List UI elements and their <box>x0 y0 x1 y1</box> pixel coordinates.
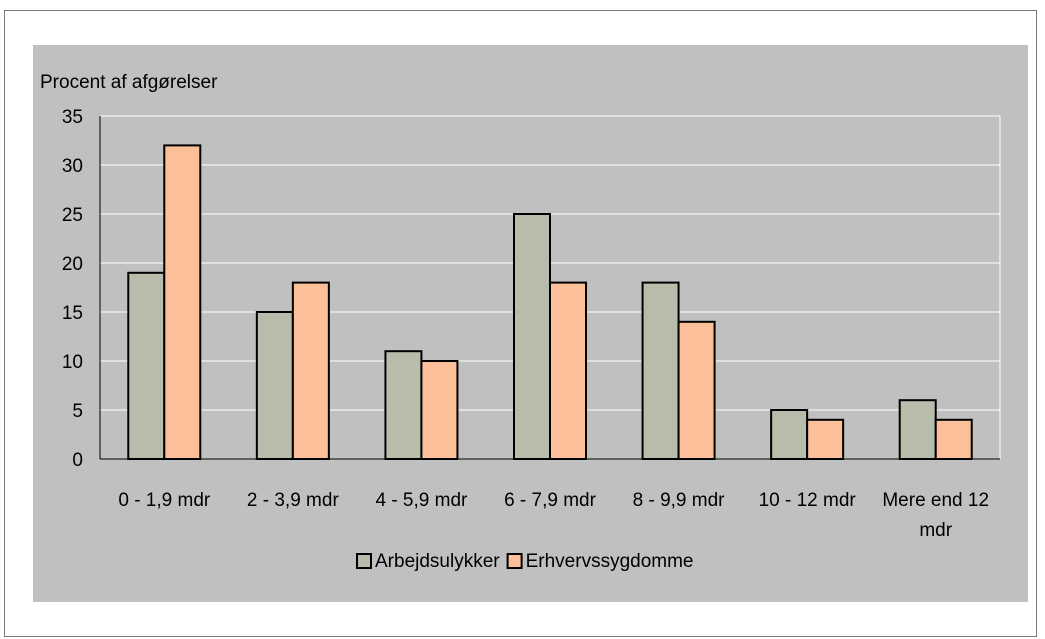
bar-erhvervssygdomme <box>420 360 459 460</box>
y-tick-label: 15 <box>62 303 83 324</box>
legend-label: Arbejdsulykker <box>375 551 500 572</box>
y-tick-label: 20 <box>62 254 83 275</box>
y-tick-label: 30 <box>62 156 83 177</box>
bar-arbejdsulykker <box>898 399 937 461</box>
bar-arbejdsulykker <box>770 409 809 460</box>
bar-arbejdsulykker <box>255 311 294 460</box>
bar-erhvervssygdomme <box>291 281 330 460</box>
bar-erhvervssygdomme <box>806 418 845 460</box>
legend-swatch <box>356 553 372 569</box>
y-tick-label: 25 <box>62 205 83 226</box>
y-axis-label: Procent af afgørelser <box>40 72 218 93</box>
x-tick-label: Mere end 12 mdr <box>882 490 989 541</box>
bar-arbejdsulykker <box>127 271 166 460</box>
y-tick-label: 5 <box>72 401 83 422</box>
y-tick-labels: 0 5 10 15 20 25 30 35 <box>62 107 83 471</box>
bar-arbejdsulykker <box>641 281 680 460</box>
x-tick-label: 2 - 3,9 mdr <box>247 490 340 511</box>
legend-label: Erhvervssygdomme <box>526 551 694 572</box>
bar-arbejdsulykker <box>384 350 423 461</box>
bar-erhvervssygdomme <box>677 320 716 460</box>
y-tick-label: 10 <box>62 352 83 373</box>
x-tick-label: 10 - 12 mdr <box>759 490 857 511</box>
bar-erhvervssygdomme <box>934 418 973 460</box>
bar-arbejdsulykker <box>513 213 551 460</box>
y-tick-label: 35 <box>62 107 83 128</box>
bars <box>127 144 973 461</box>
bar-erhvervssygdomme <box>549 281 587 460</box>
x-tick-label: 6 - 7,9 mdr <box>504 490 597 511</box>
x-tick-label: 8 - 9,9 mdr <box>633 490 726 511</box>
legend: Arbejdsulykker Erhvervssygdomme <box>356 551 694 572</box>
bar-erhvervssygdomme <box>163 144 202 460</box>
x-tick-label: 0 - 1,9 mdr <box>118 490 211 511</box>
y-tick-label: 0 <box>72 450 83 471</box>
x-tick-label: 4 - 5,9 mdr <box>375 490 468 511</box>
x-tick-labels: 0 - 1,9 mdr 2 - 3,9 mdr 4 - 5,9 mdr 6 - 7,9… <box>118 490 989 541</box>
legend-swatch <box>506 553 523 569</box>
